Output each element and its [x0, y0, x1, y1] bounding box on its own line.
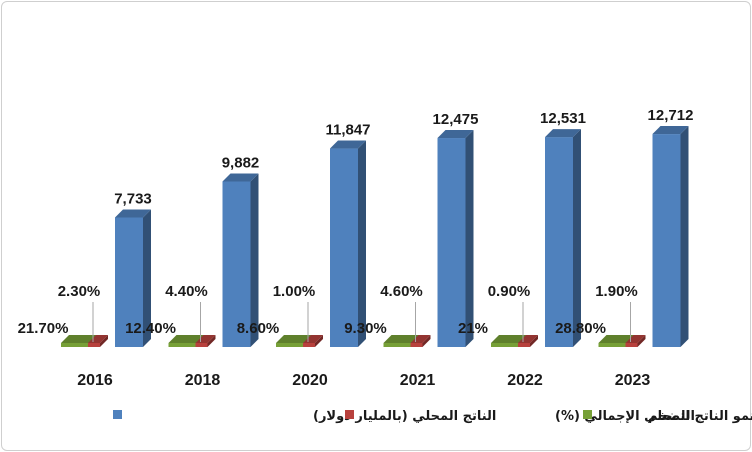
x-tick-2021: 2021 [400, 372, 436, 389]
gdp-bar-2018 [222, 181, 251, 347]
inflation-label-2021: 9.30% [344, 320, 387, 337]
inflation-label-2020: 8.60% [237, 320, 280, 337]
gdp-bar-2020-side [358, 140, 366, 347]
gdp-bar-2022-top [545, 129, 581, 138]
growth-bar-2020 [303, 343, 315, 347]
inflation-bar-2018 [168, 343, 197, 347]
growth-label-2016: 2.30% [58, 283, 101, 300]
growth-label-2020: 1.00% [273, 283, 316, 300]
gdp-bar-2016-side [143, 209, 151, 347]
inflation-bar-2018-top [168, 335, 205, 343]
growth-bar-2016-side [100, 335, 108, 347]
growth-bar-2018-side [207, 335, 216, 347]
gdp-bar-2022 [545, 137, 573, 347]
legend-inflation-label: التضخم [648, 409, 695, 424]
inflation-label-2023: 28.80% [555, 320, 606, 337]
inflation-bar-2021 [383, 343, 412, 347]
inflation-bar-2016 [61, 343, 89, 347]
legend-growth-label: نمو الناتج المحلي الإجمالي (%) [555, 409, 752, 424]
gdp-label-2021: 12,475 [433, 111, 479, 128]
growth-bar-2018 [195, 343, 208, 347]
legend-inflation-swatch [583, 410, 592, 419]
gdp-label-2020: 11,847 [325, 122, 370, 139]
legend-growth-swatch [345, 410, 354, 419]
x-tick-2020: 2020 [292, 372, 328, 389]
growth-bar-2021 [410, 343, 423, 347]
inflation-bar-2016-top [61, 335, 97, 343]
growth-bar-2023 [625, 343, 638, 347]
gdp-label-2016: 7,733 [114, 190, 152, 207]
x-tick-2018: 2018 [185, 372, 221, 389]
gdp-label-2023: 12,712 [648, 107, 694, 124]
inflation-bar-2020-top [276, 335, 312, 343]
inflation-label-2018: 12.40% [125, 320, 176, 337]
inflation-bar-2023 [598, 343, 627, 347]
growth-bar-2022-side [530, 335, 538, 347]
gdp-bar-2023-side [680, 126, 689, 348]
x-tick-2016: 2016 [77, 372, 113, 389]
inflation-bar-2022-top [491, 335, 527, 343]
gdp-label-2022: 12,531 [540, 110, 586, 127]
growth-bar-2016 [88, 343, 100, 347]
legend-gdp-swatch [113, 410, 122, 419]
inflation-label-2022: 21% [458, 320, 488, 337]
inflation-label-2016: 21.70% [18, 320, 69, 337]
gdp-bar-2018-top [222, 173, 259, 182]
growth-bar-2020-side [315, 335, 323, 347]
inflation-bar-2021-top [383, 335, 420, 343]
gdp-label-2018: 9,882 [222, 154, 260, 171]
gdp-bar-2020-top [330, 140, 366, 149]
growth-label-2021: 4.60% [380, 283, 423, 300]
x-tick-2023: 2023 [615, 372, 651, 389]
gdp-bar-2021-top [437, 130, 474, 139]
gdp-bar-2021 [437, 138, 466, 347]
legend-gdp-label: الناتج المحلي (بالمليار دولار) [313, 409, 496, 424]
inflation-bar-2020 [276, 343, 304, 347]
gdp-bar-2022-side [573, 129, 581, 347]
inflation-bar-2022 [491, 343, 519, 347]
growth-label-2022: 0.90% [488, 283, 531, 300]
gdp-bar-2023 [652, 134, 681, 347]
growth-bar-2023-side [637, 335, 646, 347]
gdp-bar-2021-side [465, 130, 474, 347]
growth-bar-2022 [518, 343, 530, 347]
gdp-bar-2023-top [652, 126, 689, 135]
x-tick-2022: 2022 [507, 372, 543, 389]
gdp-bar-2018-side [250, 173, 259, 347]
gdp-bar-2016 [115, 217, 143, 347]
inflation-bar-2023-top [598, 335, 635, 343]
gdp-bar-2020 [330, 148, 358, 347]
growth-label-2018: 4.40% [165, 283, 208, 300]
gdp-bar-2016-top [115, 209, 151, 218]
growth-bar-2021-side [422, 335, 431, 347]
growth-label-2023: 1.90% [595, 283, 638, 300]
